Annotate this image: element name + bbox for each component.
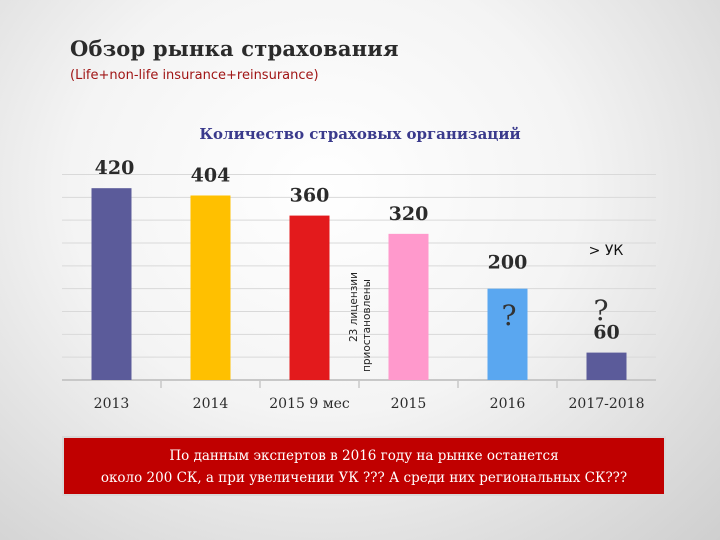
- chart-title: Количество страховых организаций: [199, 125, 520, 143]
- x-tick-label: 2017-2018: [569, 396, 645, 412]
- question-mark-2016: ?: [501, 299, 516, 332]
- footer-note: По данным экспертов в 2016 году на рынке…: [62, 436, 666, 496]
- bar-2015-9-мес: [289, 215, 330, 380]
- gridlines: [62, 173, 656, 388]
- x-tick-label: 2014: [193, 396, 229, 412]
- value-label: 60: [593, 322, 619, 344]
- annotations: 23 лицензии приостановлены ? ? > УК: [348, 243, 623, 372]
- slide-subtitle: (Life+non-life insurance+reinsurance): [70, 68, 319, 83]
- x-tick-label: 2015: [391, 396, 427, 412]
- bar-2016: [487, 288, 528, 380]
- slide-title: Обзор рынка страхования: [70, 36, 399, 61]
- footer-line-1: По данным экспертов в 2016 году на рынке…: [169, 448, 559, 464]
- bar-2017-2018: [586, 352, 627, 380]
- uk-label: > УК: [589, 243, 624, 259]
- rotated-note-line1: 23 лицензии: [348, 272, 360, 342]
- value-label: 420: [95, 157, 135, 179]
- question-mark-2017: ?: [593, 294, 608, 327]
- x-tick-labels: 2013 2014 2015 9 мес 2015 2016 2017-2018: [94, 396, 645, 412]
- footer-line-2: около 200 СК, а при увеличении УК ??? А …: [100, 470, 628, 486]
- value-label: 360: [290, 185, 330, 207]
- x-tick-label: 2013: [94, 396, 130, 412]
- x-tick-label: 2016: [490, 396, 526, 412]
- rotated-note-line2: приостановлены: [361, 279, 373, 372]
- bar-2014: [190, 195, 231, 380]
- x-tick-label: 2015 9 мес: [269, 396, 350, 412]
- bars: [91, 188, 627, 380]
- bar-2015: [388, 233, 429, 380]
- value-label: 320: [389, 203, 429, 225]
- value-label: 200: [488, 252, 528, 274]
- value-label: 404: [191, 164, 231, 186]
- bar-2013: [91, 188, 132, 380]
- value-labels: 420 404 360 320 200 60: [95, 157, 620, 343]
